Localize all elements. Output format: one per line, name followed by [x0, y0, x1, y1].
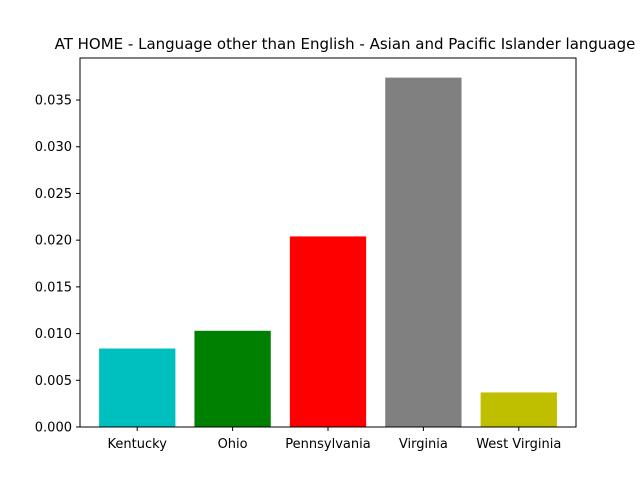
bars-group — [99, 77, 557, 427]
bar-virginia — [385, 77, 462, 427]
x-tick-label: Virginia — [399, 437, 448, 452]
bar-pennsylvania — [289, 236, 367, 427]
x-tick-label: Pennsylvania — [285, 437, 370, 452]
y-tick-label: 0.030 — [35, 140, 72, 155]
x-axis: Kentucky Ohio Pennsylvania Virginia West Vir… — [108, 427, 561, 452]
y-tick-label: 0.000 — [35, 421, 72, 436]
y-tick-label: 0.035 — [35, 94, 72, 109]
y-axis: 0.000 0.005 0.010 0.015 0.020 0.025 0.030 0.035 — [35, 94, 80, 436]
bar-kentucky — [99, 348, 176, 427]
plot-frame — [79, 57, 577, 428]
y-tick-label: 0.025 — [35, 187, 72, 202]
x-tick-label: West Virginia — [476, 437, 561, 452]
y-tick-label: 0.020 — [35, 234, 72, 249]
y-tick-label: 0.015 — [35, 280, 72, 295]
bar-ohio — [194, 330, 271, 427]
x-tick-label: Ohio — [218, 437, 248, 452]
chart-title: AT HOME - Language other than English - … — [55, 35, 636, 53]
y-tick-label: 0.005 — [35, 374, 72, 389]
bar-west-virginia — [480, 392, 557, 427]
y-tick-label: 0.010 — [35, 327, 72, 342]
x-tick-label: Kentucky — [108, 437, 168, 452]
